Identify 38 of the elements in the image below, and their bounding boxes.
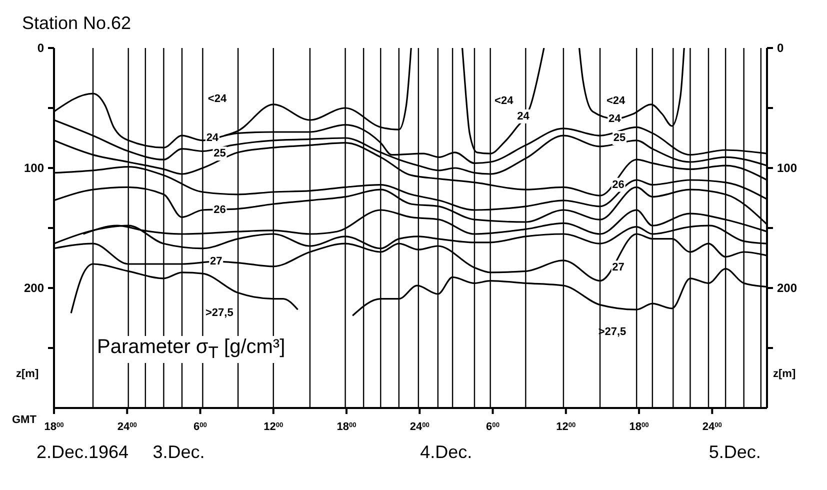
annotation: 27: [612, 262, 624, 274]
annotation: 27: [210, 256, 222, 268]
y2-axis-title: z[m]: [773, 368, 796, 380]
x-tick-label: 24$^{00}$: [702, 421, 722, 433]
annotation: <24: [208, 93, 227, 106]
annotation: <24: [494, 94, 514, 107]
annotation: 25: [613, 132, 626, 144]
annotation: >27,5: [205, 307, 234, 320]
annotation: 26: [612, 178, 624, 191]
text: 4.Dec.: [420, 442, 472, 463]
annotation: <24: [606, 94, 626, 107]
text: 3.Dec.: [152, 442, 205, 463]
annotation: 24: [608, 112, 622, 125]
x-tick-label: 24$^{00}$: [410, 421, 430, 433]
x-tick-label: 24$^{00}$: [117, 421, 138, 433]
annotation: 25: [214, 148, 226, 160]
x-tick-label: 6$^{00}$: [194, 421, 208, 433]
y-axis-title: z[m]: [16, 368, 39, 380]
annotation: 26: [214, 204, 226, 216]
x-tick-label: 18$^{00}$: [629, 421, 650, 433]
x-axis-title: GMT: [12, 414, 36, 426]
y2-tick-label: 200: [777, 281, 798, 295]
y2-tick-label: 100: [777, 161, 798, 175]
x-tick-label: 18$^{00}$: [336, 421, 357, 433]
x-tick-label: 12$^{00}$: [556, 421, 576, 433]
y-tick-label: 100: [24, 161, 44, 175]
y2-tick-label: 0: [777, 41, 784, 55]
text: 2.Dec.1964: [36, 442, 129, 463]
y-tick-label: 0: [37, 41, 44, 55]
y-tick-label: 200: [24, 281, 44, 295]
x-tick-label: 18$^{00}$: [44, 421, 64, 433]
x-tick-label: 6$^{00}$: [486, 421, 500, 433]
annotation: Parameter σ$_{T}$ [g/cm³]: [94, 336, 288, 363]
x-tick-label: 12$^{00}$: [264, 421, 284, 433]
annotation: 24: [206, 132, 220, 144]
chart-title: Station No.62: [21, 12, 132, 35]
annotation: 24: [517, 110, 530, 122]
text: 5.Dec.: [708, 442, 761, 463]
